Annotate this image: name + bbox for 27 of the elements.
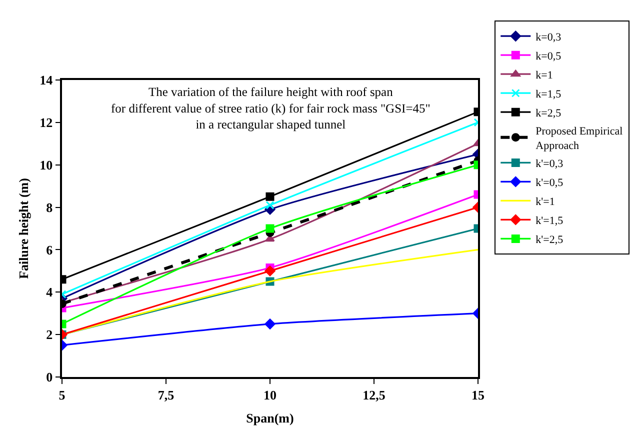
legend-label: Proposed Empirical Approach [536, 126, 623, 152]
y-tick-label: 10 [40, 157, 53, 172]
y-tick-label: 6 [46, 242, 54, 258]
legend-label: k'=1 [536, 196, 555, 208]
legend-label: k'=0,5 [536, 176, 564, 189]
legend-label: k=1,5 [536, 88, 562, 100]
x-axis-title: Span(m) [246, 410, 294, 426]
y-tick-label: 0 [46, 370, 53, 385]
x-tick-label: 12,5 [362, 387, 386, 402]
legend-label: k=1 [536, 69, 553, 82]
legend-label: k'=2,5 [536, 234, 564, 246]
legend-label: k=0,3 [536, 31, 562, 44]
y-tick-label: 14 [40, 72, 54, 88]
legend-label: k=2,5 [536, 107, 562, 120]
y-tick-label: 4 [46, 284, 54, 300]
legend-label: k'=1,5 [536, 214, 564, 227]
x-tick-label: 15 [472, 387, 485, 402]
x-tick-label: 7,5 [158, 387, 175, 402]
y-axis-title: Failure height (m) [16, 178, 32, 279]
x-tick-label: 5 [58, 387, 66, 402]
legend-label: k'=0,3 [536, 158, 564, 170]
x-tick-label: 10 [264, 387, 276, 402]
legend-label: k=0,5 [536, 50, 562, 62]
text: The variation of the failure height with roof span for different value of stree ratio (k) for fair rock mass "GSI=45" in a rectangular shaped tunnel [111, 85, 430, 132]
y-tick-label: 12 [40, 114, 53, 130]
y-tick-label: 2 [46, 327, 53, 342]
y-tick-label: 8 [46, 200, 54, 215]
